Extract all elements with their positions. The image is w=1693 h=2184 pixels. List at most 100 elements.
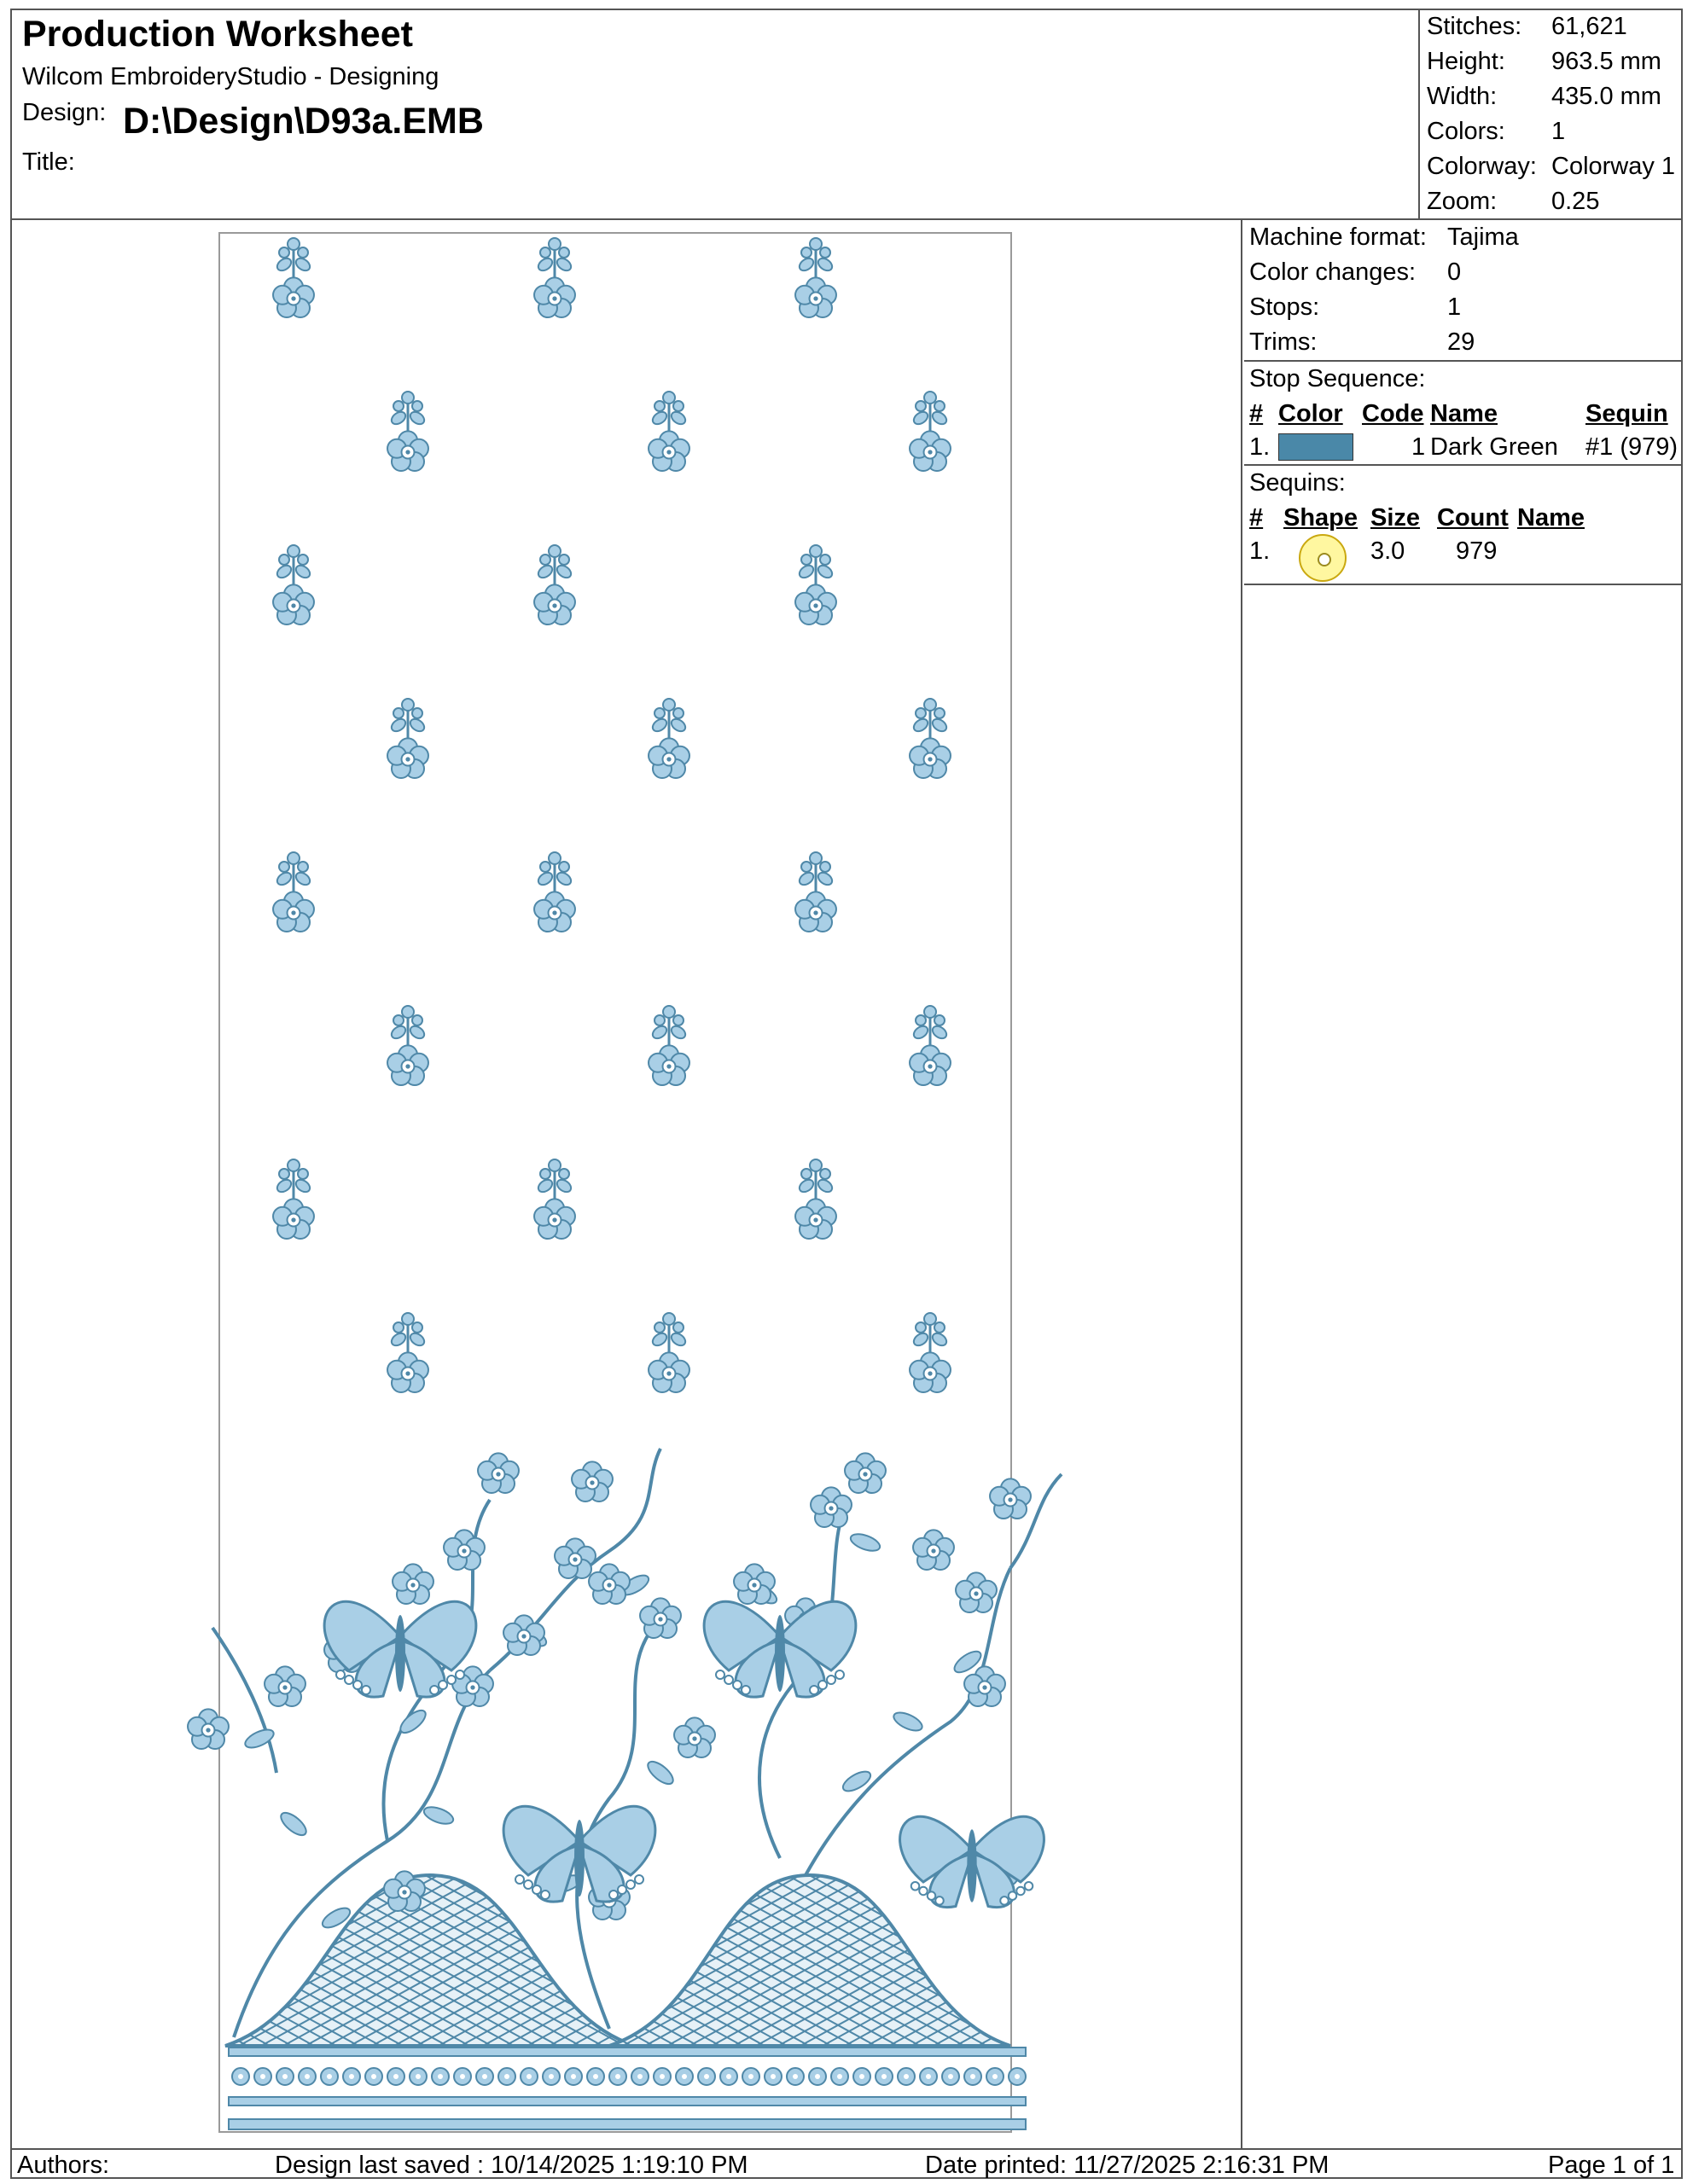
flower-motif [794, 1198, 837, 1240]
flower-sprig-motif [387, 698, 429, 780]
flower-motif [533, 1198, 576, 1240]
lace-border-motif [187, 1448, 1063, 2130]
summary-value: 435.0 mm [1551, 83, 1661, 110]
flower-motif [187, 1708, 230, 1751]
sequin-row-count: 979 [1456, 537, 1498, 565]
summary-value: 963.5 mm [1551, 48, 1661, 75]
flower-motif [844, 1452, 887, 1495]
flower-sprig-motif [909, 1312, 951, 1394]
flower-motif [794, 584, 837, 626]
col-header-name: Name [1517, 504, 1585, 531]
flower-motif [571, 1461, 614, 1503]
flower-sprig-motif [387, 1005, 429, 1087]
machine-value: 29 [1447, 328, 1475, 356]
flower-motif [909, 430, 951, 473]
flower-sprig-motif [533, 237, 576, 319]
butterfly-motif [323, 1600, 478, 1699]
application-name: Wilcom EmbroideryStudio - Designing [22, 63, 439, 90]
flower-motif [387, 1044, 429, 1087]
footer-last-saved: Design last saved : 10/14/2025 1:19:10 P… [275, 2152, 748, 2179]
flower-motif [648, 1351, 690, 1394]
flower-motif [533, 276, 576, 319]
summary-key: Colors: [1427, 118, 1505, 145]
col-header-num: # [1249, 504, 1264, 531]
summary-key: Height: [1427, 48, 1505, 75]
summary-colorway: Colorway: Colorway 1 [1420, 150, 1683, 185]
design-label: Design: [22, 99, 107, 126]
flower-sprig-motif [794, 851, 837, 933]
col-header-num: # [1249, 400, 1264, 427]
summary-value: Colorway 1 [1551, 153, 1676, 180]
stop-row-sequin: #1 (979) [1585, 433, 1678, 461]
flower-motif [794, 276, 837, 319]
flower-motif [639, 1597, 682, 1640]
flower-sprig-motif [272, 237, 315, 319]
summary-key: Stitches: [1427, 13, 1522, 40]
flower-sprig-motif [909, 1005, 951, 1087]
flower-motif [272, 276, 315, 319]
summary-key: Colorway: [1427, 153, 1537, 180]
flower-motif [383, 1870, 426, 1913]
flower-motif [648, 1044, 690, 1087]
flower-motif [533, 891, 576, 933]
flower-motif [810, 1486, 852, 1529]
worksheet-footer: Authors: Design last saved : 10/14/2025 … [12, 2148, 1681, 2179]
footer-authors: Authors: [17, 2152, 109, 2179]
page-title: Production Worksheet [22, 14, 413, 55]
flower-sprig-motif [648, 698, 690, 780]
flower-sprig-motif [387, 391, 429, 473]
thread-color-swatch [1278, 433, 1353, 461]
col-header-code: Code [1362, 400, 1424, 427]
flower-motif [673, 1716, 716, 1759]
machine-key: Color changes: [1249, 258, 1417, 286]
machine-value: 1 [1447, 293, 1462, 321]
design-bounding-frame [218, 232, 1012, 2133]
flower-sprig-motif [533, 851, 576, 933]
flower-motif [554, 1537, 596, 1580]
flower-sprig-motif [909, 698, 951, 780]
design-preview-area [12, 220, 1242, 2148]
flower-sprig-motif [794, 237, 837, 319]
machine-value: Tajima [1447, 224, 1519, 251]
flower-motif [955, 1571, 998, 1614]
flower-sprig-motif [533, 544, 576, 626]
embroidery-design-preview [187, 237, 1063, 2130]
col-header-count: Count [1437, 504, 1509, 531]
round-sequin-icon [1299, 534, 1347, 582]
header-info: Production Worksheet Wilcom EmbroiderySt… [17, 10, 1417, 220]
machine-key: Machine format: [1249, 224, 1427, 251]
flower-motif [272, 891, 315, 933]
flower-sprig-motif [387, 1312, 429, 1394]
footer-page-number: Page 1 of 1 [1548, 2152, 1675, 2179]
butterfly-motif [899, 1815, 1045, 1909]
flower-motif [909, 1351, 951, 1394]
flower-motif [648, 430, 690, 473]
flower-motif [272, 584, 315, 626]
flower-motif [989, 1478, 1032, 1520]
stop-sequence-title: Stop Sequence: [1249, 365, 1426, 392]
flower-motif [963, 1665, 1006, 1708]
stop-row-name: Dark Green [1430, 433, 1558, 461]
summary-value: 0.25 [1551, 188, 1600, 215]
flower-sprig-motif [648, 1005, 690, 1087]
machine-key: Trims: [1249, 328, 1318, 356]
flower-sprig-motif [648, 1312, 690, 1394]
flower-sprig-motif [272, 544, 315, 626]
stop-row-code: 1 [1411, 433, 1426, 461]
machine-key: Stops: [1249, 293, 1320, 321]
production-details: Machine format: Tajima Color changes: 0 … [1244, 220, 1681, 2148]
butterfly-motif [702, 1600, 858, 1699]
col-header-shape: Shape [1283, 504, 1358, 531]
machine-info: Machine format: Tajima Color changes: 0 … [1244, 220, 1681, 362]
flower-motif [392, 1563, 434, 1606]
flower-motif [588, 1563, 631, 1606]
butterfly-motif [502, 1804, 657, 1903]
worksheet-header: Production Worksheet Wilcom EmbroiderySt… [12, 10, 1681, 220]
flower-motif [909, 1044, 951, 1087]
col-header-sequin: Sequin [1585, 400, 1668, 427]
sequin-row-num: 1. [1249, 537, 1271, 565]
flower-motif [387, 1351, 429, 1394]
stop-row-num: 1. [1249, 433, 1271, 461]
footer-date-printed: Date printed: 11/27/2025 2:16:31 PM [925, 2152, 1329, 2179]
flower-motif [909, 737, 951, 780]
